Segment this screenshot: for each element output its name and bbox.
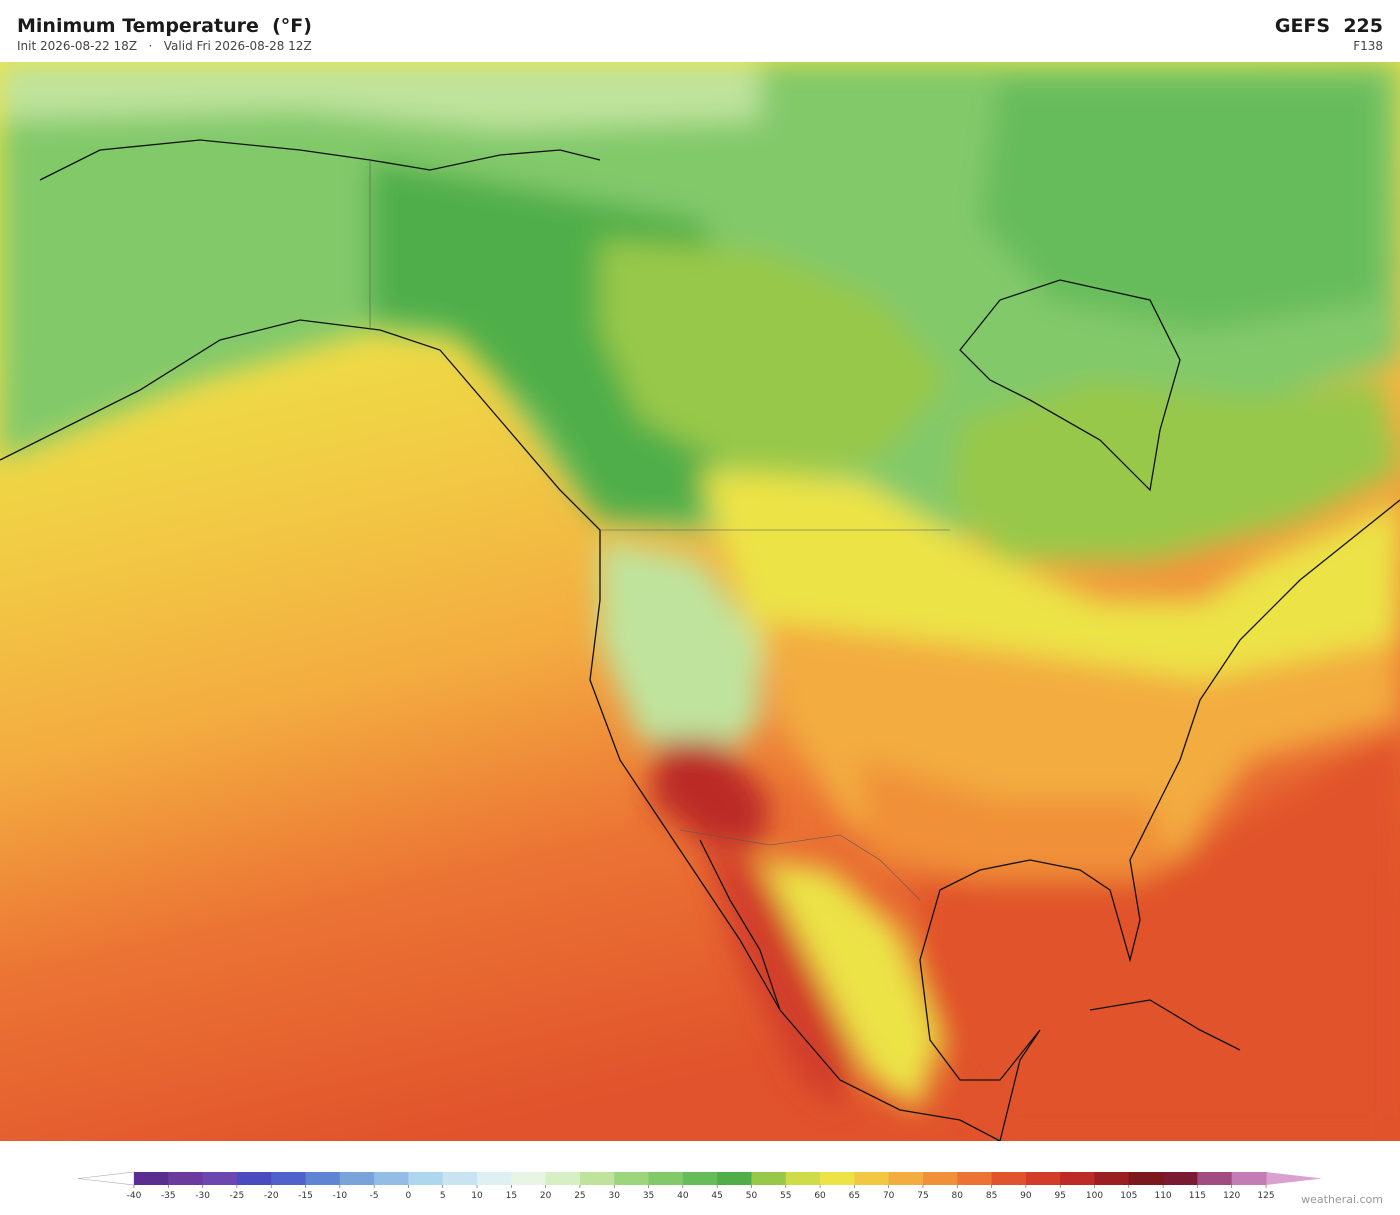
colorbar-swatch — [751, 1172, 787, 1185]
colorbar-swatch — [1197, 1172, 1233, 1185]
colorbar-tick-label: 120 — [1223, 1191, 1240, 1201]
colorbar-swatch — [1231, 1172, 1267, 1185]
colorbar-tick-label: 10 — [471, 1191, 483, 1201]
colorbar-swatch — [202, 1172, 238, 1185]
colorbar-swatch — [134, 1172, 169, 1185]
colorbar-tick-label: 125 — [1257, 1191, 1274, 1201]
colorbar-swatch — [545, 1172, 581, 1185]
colorbar-swatch — [305, 1172, 341, 1185]
colorbar-tick-label: 85 — [986, 1191, 997, 1201]
colorbar-tick-label: 25 — [574, 1191, 585, 1201]
colorbar-tick-label: 110 — [1154, 1191, 1171, 1201]
colorbar-swatch — [682, 1172, 718, 1185]
colorbar-tick-label: 30 — [609, 1191, 621, 1201]
colorbar-tick-label: 80 — [952, 1191, 964, 1201]
borders — [369, 160, 950, 901]
colorbar-swatch — [717, 1172, 752, 1185]
title: Minimum Temperature (°F) — [17, 15, 312, 37]
colorbar-tick-label: -30 — [195, 1191, 210, 1201]
colorbar-swatch — [820, 1172, 855, 1185]
colorbar-tick-label: 40 — [677, 1191, 689, 1201]
colorbar-swatch — [785, 1172, 821, 1185]
colorbar-swatch — [511, 1172, 547, 1185]
colorbar-swatch — [168, 1172, 204, 1185]
colorbar-swatch — [236, 1172, 272, 1185]
init-time: Init 2026-08-22 18Z — [17, 39, 138, 53]
colorbar-tick-label: 55 — [780, 1191, 791, 1201]
colorbar-tick-label: 35 — [643, 1191, 654, 1201]
colorbar-extend-low — [77, 1171, 135, 1186]
valid-time: Valid Fri 2026-08-28 12Z — [163, 39, 312, 53]
colorbar-tick-label: 5 — [440, 1191, 446, 1201]
colorbar-swatch — [374, 1172, 409, 1185]
colorbar-swatch — [339, 1172, 375, 1185]
colorbar-swatch — [1094, 1172, 1130, 1185]
colorbar-tick-label: 100 — [1086, 1191, 1103, 1201]
subtitle: Init 2026-08-22 18Z · Valid Fri 2026-08-… — [17, 39, 312, 53]
colorbar-swatch — [1128, 1172, 1164, 1185]
colorbar-tick-label: 50 — [746, 1191, 758, 1201]
colorbar-tick-label: -5 — [370, 1191, 379, 1201]
colorbar-swatch — [442, 1172, 478, 1185]
watermark: weatherai.com — [1301, 1193, 1383, 1206]
colorbar-tick-label: 60 — [814, 1191, 826, 1201]
map — [0, 62, 1400, 1141]
colorbar-swatch — [922, 1172, 958, 1185]
colorbar: -40 -35 -30 -25 -20 -15 -10 -5 0 5 10 15 20 25 30 35 40 4… — [77, 1171, 1322, 1201]
colorbar-tick-label: -20 — [264, 1191, 279, 1201]
model-name: GEFS 225 — [1274, 15, 1383, 37]
colorbar-swatch — [1025, 1172, 1061, 1185]
colorbar-tick-label: -35 — [161, 1191, 176, 1201]
colorbar-tick-label: 20 — [540, 1191, 552, 1201]
colorbar-tick-label: 65 — [849, 1191, 860, 1201]
colorbar-swatch — [888, 1172, 924, 1185]
colorbar-swatch — [614, 1172, 650, 1185]
colorbar-swatch — [957, 1172, 993, 1185]
colorbar-tick-label: -10 — [332, 1191, 347, 1201]
colorbar-tick-label: 45 — [711, 1191, 722, 1201]
separator: · — [148, 39, 153, 53]
colorbar-swatch — [648, 1172, 684, 1185]
forecast-hour: F138 — [1353, 39, 1383, 53]
colorbar-tick-label: 0 — [406, 1191, 412, 1201]
temperature-field — [0, 62, 1400, 1141]
colorbar-swatch — [579, 1172, 615, 1185]
colorbar-swatch — [854, 1172, 890, 1185]
colorbar-tick-label: 75 — [917, 1191, 928, 1201]
colorbar-tick-label: -25 — [230, 1191, 245, 1201]
colorbar-extend-high — [1266, 1172, 1322, 1185]
colorbar-tick-label: 70 — [883, 1191, 895, 1201]
colorbar-tick-label: 90 — [1020, 1191, 1032, 1201]
colorbar-tick-label: 95 — [1054, 1191, 1065, 1201]
colorbar-tick-label: 15 — [506, 1191, 517, 1201]
colorbar-swatch — [271, 1172, 307, 1185]
colorbar-tick-label: 115 — [1189, 1191, 1206, 1201]
colorbar-tick-label: -40 — [127, 1191, 142, 1201]
colorbar-swatch — [991, 1172, 1027, 1185]
colorbar-swatch — [408, 1172, 444, 1185]
colorbar-swatch — [1163, 1172, 1198, 1185]
colorbar-tick-label: 105 — [1120, 1191, 1137, 1201]
colorbar-tick-label: -15 — [298, 1191, 313, 1201]
colorbar-swatch — [477, 1172, 512, 1185]
colorbar-swatch — [1060, 1172, 1095, 1185]
